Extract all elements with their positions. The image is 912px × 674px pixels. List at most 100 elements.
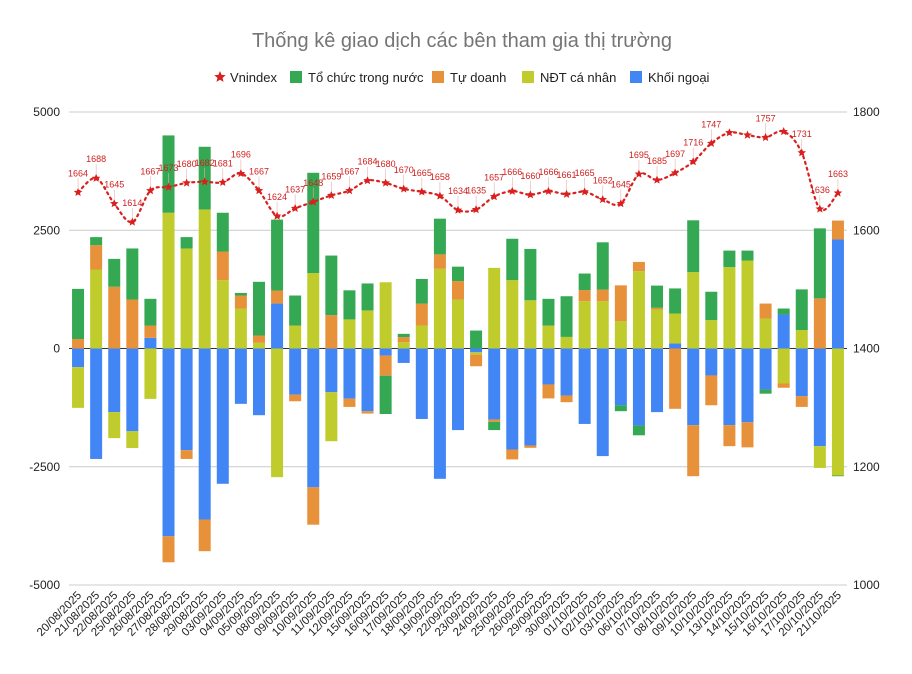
bar-segment bbox=[488, 419, 501, 422]
bar-segment bbox=[741, 348, 754, 423]
legend-label: Vnindex bbox=[230, 70, 277, 85]
star-marker bbox=[453, 205, 463, 214]
star-marker bbox=[507, 186, 517, 195]
bar-segment bbox=[126, 431, 139, 449]
bar-segment bbox=[614, 285, 627, 322]
bar-segment bbox=[108, 258, 121, 287]
bar-segment bbox=[452, 281, 464, 300]
bar-segment bbox=[614, 321, 627, 349]
point-label: 1684 bbox=[358, 157, 378, 167]
bar-segment bbox=[488, 348, 501, 420]
bar-segment bbox=[234, 348, 247, 404]
bar-segment bbox=[524, 248, 537, 301]
legend-label: Tổ chức trong nước bbox=[308, 70, 424, 85]
star-marker bbox=[417, 187, 427, 196]
star-marker bbox=[526, 190, 535, 199]
bar-segment bbox=[705, 291, 718, 321]
point-label: 1664 bbox=[68, 168, 88, 178]
star-marker bbox=[797, 148, 807, 157]
bar-segment bbox=[361, 283, 374, 311]
bar-segment bbox=[506, 449, 519, 460]
bar-segment bbox=[795, 348, 808, 397]
bar-segment bbox=[361, 310, 374, 349]
bar-segment bbox=[723, 267, 736, 349]
bar-segment bbox=[813, 446, 826, 468]
bar-segment bbox=[470, 348, 483, 353]
point-label: 1614 bbox=[122, 198, 142, 208]
bar-segment bbox=[162, 348, 175, 537]
bar-segment bbox=[651, 309, 664, 349]
bar-segment bbox=[813, 298, 826, 349]
bar-segment bbox=[379, 282, 392, 349]
star-marker bbox=[833, 188, 843, 197]
bar-segment bbox=[813, 228, 826, 299]
star-marker bbox=[399, 184, 409, 193]
point-label: 1682 bbox=[195, 158, 215, 168]
bar-segment bbox=[524, 300, 537, 349]
star-marker bbox=[580, 187, 589, 196]
bar-segment bbox=[831, 475, 844, 477]
point-label: 1645 bbox=[104, 180, 124, 190]
left-axis-tick: 5000 bbox=[33, 105, 60, 119]
bar-segment bbox=[813, 348, 826, 447]
bar-segment bbox=[126, 299, 139, 349]
bar-segment bbox=[361, 411, 374, 414]
legend-item: Khối ngoại bbox=[630, 70, 710, 85]
bar-segment bbox=[578, 273, 591, 291]
bar-segment bbox=[72, 367, 85, 408]
star-marker bbox=[598, 195, 608, 204]
bar-segment bbox=[397, 348, 410, 363]
bar-segment bbox=[216, 212, 229, 252]
bar-segment bbox=[90, 269, 103, 349]
axes: 500025000-2500-5000180016001400120010002… bbox=[29, 105, 880, 639]
bar-segment bbox=[289, 348, 302, 395]
point-label: 1634 bbox=[448, 186, 468, 196]
bar-segment bbox=[433, 348, 446, 479]
legend-swatch bbox=[432, 71, 444, 83]
star-marker bbox=[73, 187, 83, 197]
bar-segment bbox=[777, 308, 790, 315]
legend-label: NĐT cá nhân bbox=[540, 70, 616, 85]
bar-segment bbox=[542, 298, 555, 326]
bar-segment bbox=[198, 209, 211, 349]
bar-segment bbox=[759, 348, 772, 390]
point-label: 1648 bbox=[303, 178, 323, 188]
bar-segment bbox=[415, 278, 428, 304]
star-marker bbox=[688, 157, 698, 166]
bar-segment bbox=[452, 348, 464, 431]
right-axis-tick: 1000 bbox=[853, 578, 880, 592]
bar-segment bbox=[289, 325, 302, 349]
bar-segment bbox=[596, 348, 609, 457]
bar-segment bbox=[234, 292, 247, 296]
bar-segment bbox=[252, 281, 265, 336]
bar-segment bbox=[252, 335, 265, 343]
bar-segment bbox=[379, 355, 392, 376]
point-label: 1645 bbox=[611, 180, 631, 190]
point-label: 1665 bbox=[575, 168, 595, 178]
bar-segment bbox=[759, 389, 772, 394]
star-marker bbox=[707, 138, 716, 147]
bar-segment bbox=[72, 288, 85, 340]
bar-segment bbox=[470, 330, 483, 349]
bar-segment bbox=[632, 271, 645, 349]
bar-segment bbox=[397, 337, 410, 343]
bar-segment bbox=[452, 299, 464, 349]
bar-segment bbox=[560, 348, 573, 396]
point-label: 1681 bbox=[213, 158, 233, 168]
point-label: 1680 bbox=[376, 159, 396, 169]
bar-segment bbox=[180, 348, 193, 451]
bar-segment bbox=[632, 425, 645, 436]
bar-segment bbox=[415, 325, 428, 349]
point-label: 1666 bbox=[502, 167, 522, 177]
bar-segment bbox=[705, 348, 718, 376]
bar-segment bbox=[307, 348, 320, 488]
point-label: 1697 bbox=[665, 149, 685, 159]
point-label: 1667 bbox=[249, 167, 269, 177]
star-marker bbox=[308, 197, 318, 206]
bar-segment bbox=[578, 290, 591, 302]
left-axis-tick: -5000 bbox=[29, 578, 60, 592]
legend-item: NĐT cá nhân bbox=[522, 70, 616, 85]
bar-segment bbox=[524, 348, 537, 446]
right-axis-tick: 1400 bbox=[853, 342, 880, 356]
bar-segment bbox=[216, 348, 229, 484]
